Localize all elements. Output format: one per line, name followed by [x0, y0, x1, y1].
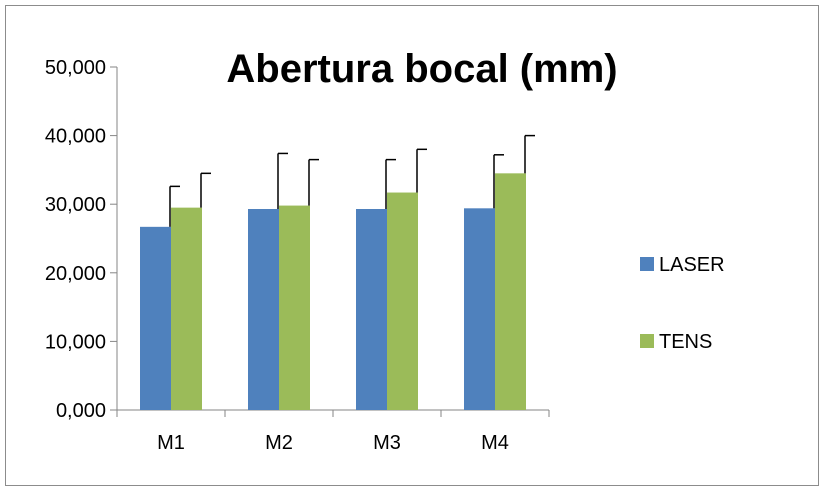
bars [140, 173, 526, 410]
bar-tens-m4 [495, 173, 526, 410]
chart-title: Abertura bocal (mm) [226, 47, 617, 91]
legend-label-tens: TENS [659, 331, 712, 353]
y-tick-label: 40,000 [45, 126, 106, 148]
error-bars [169, 134, 535, 227]
y-tick-label: 10,000 [45, 331, 106, 353]
y-tick-label: 50,000 [45, 57, 106, 79]
y-tick-label: 30,000 [45, 194, 106, 216]
x-tick-label: M1 [157, 432, 185, 454]
y-tick-label: 0,000 [56, 400, 106, 422]
legend-swatch-tens [640, 334, 654, 348]
y-tick-label: 20,000 [45, 263, 106, 285]
legend-swatch-laser [640, 257, 654, 271]
legend-label-laser: LASER [659, 254, 725, 276]
x-axis: M1 M2 M3 M4 [116, 409, 550, 454]
x-tick-label: M4 [481, 432, 509, 454]
bar-laser-m2 [248, 209, 279, 410]
bar-laser-m3 [356, 209, 387, 410]
bar-laser-m4 [464, 208, 495, 410]
x-tick-label: M2 [265, 432, 293, 454]
legend: LASER TENS [640, 254, 725, 353]
bar-tens-m2 [279, 205, 310, 410]
bar-tens-m1 [171, 207, 202, 410]
x-tick-label: M3 [373, 432, 401, 454]
bar-tens-m3 [387, 192, 418, 410]
bar-laser-m1 [140, 226, 171, 410]
y-axis: 0,000 10,000 20,000 30,000 40,000 50,000 [45, 57, 118, 422]
